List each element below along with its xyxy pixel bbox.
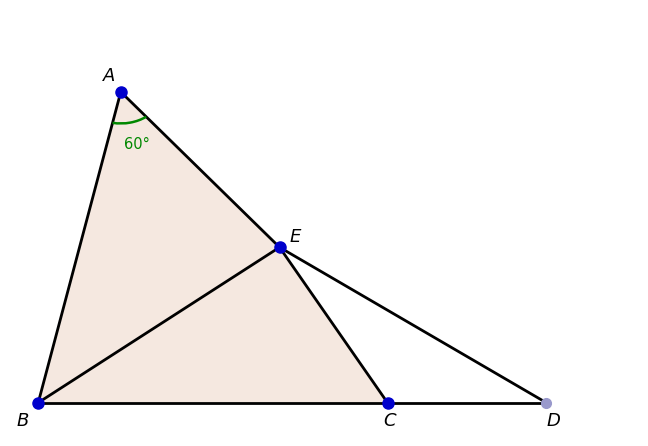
Text: $D$: $D$ xyxy=(546,412,561,430)
Text: 60°: 60° xyxy=(124,136,150,152)
Text: $E$: $E$ xyxy=(289,227,302,246)
Text: $B$: $B$ xyxy=(16,412,29,430)
Text: $A$: $A$ xyxy=(102,67,117,85)
Text: $C$: $C$ xyxy=(384,412,398,430)
Polygon shape xyxy=(38,92,388,403)
